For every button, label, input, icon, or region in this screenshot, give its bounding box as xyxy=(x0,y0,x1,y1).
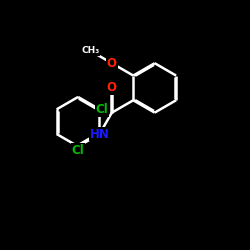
Text: Cl: Cl xyxy=(96,103,108,116)
Text: HN: HN xyxy=(90,128,110,140)
Text: O: O xyxy=(107,82,117,94)
Text: O: O xyxy=(107,57,117,70)
Text: CH₃: CH₃ xyxy=(81,46,100,55)
Text: Cl: Cl xyxy=(72,144,85,156)
